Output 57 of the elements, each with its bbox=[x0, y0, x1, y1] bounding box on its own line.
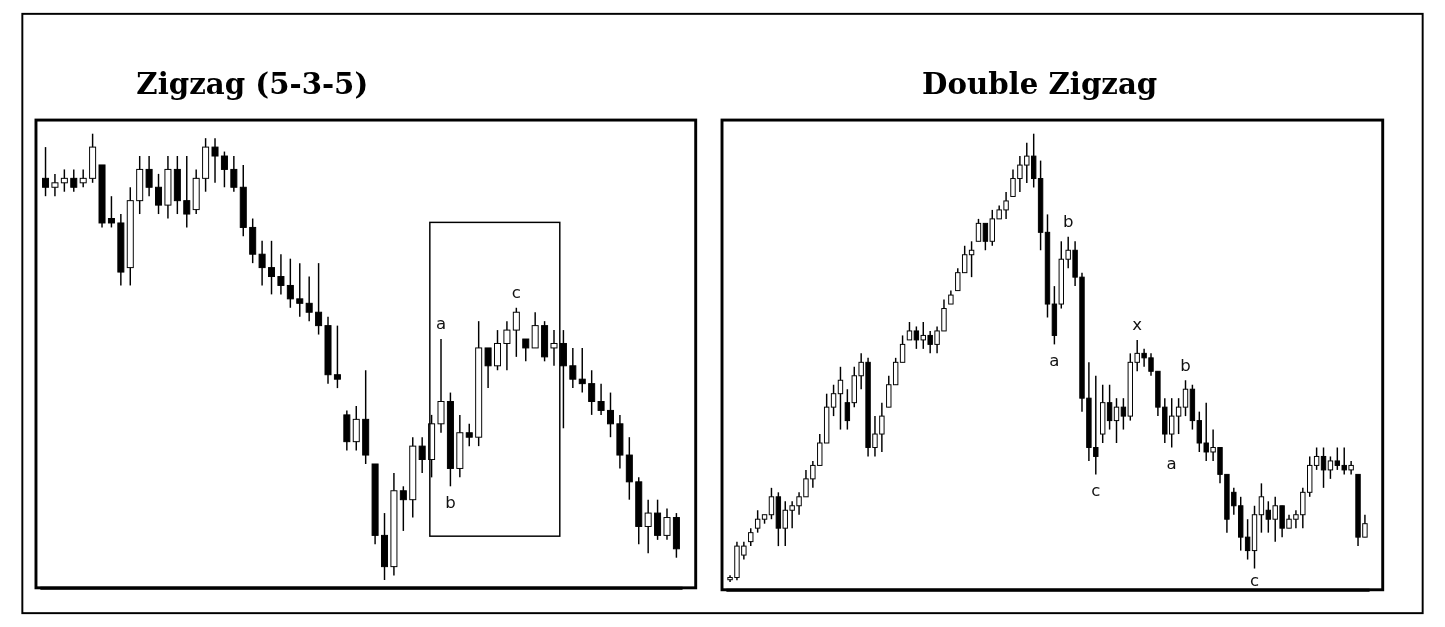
candlestick bbox=[465, 423, 473, 447]
candlestick bbox=[220, 150, 228, 188]
candlestick bbox=[494, 329, 502, 371]
candlestick bbox=[1113, 397, 1120, 444]
annotation: c bbox=[511, 283, 521, 303]
candlestick bbox=[352, 405, 360, 452]
candlestick bbox=[484, 347, 492, 389]
annotation: a bbox=[1166, 453, 1177, 473]
candlestick bbox=[277, 253, 285, 296]
candlestick bbox=[42, 146, 50, 197]
candlestick bbox=[503, 320, 511, 371]
annotation: b bbox=[1180, 355, 1191, 375]
candlestick bbox=[296, 262, 304, 318]
candlestick bbox=[437, 338, 445, 434]
candlestick bbox=[286, 257, 294, 309]
candlestick bbox=[606, 391, 614, 438]
annotation: c bbox=[1091, 480, 1101, 500]
candlestick bbox=[975, 218, 982, 243]
candlestick bbox=[79, 168, 87, 188]
candlestick bbox=[644, 498, 652, 554]
candlestick bbox=[107, 195, 115, 229]
annotation: a bbox=[1049, 350, 1060, 370]
candlestick bbox=[512, 307, 520, 358]
candlestick bbox=[531, 311, 539, 349]
candlestick bbox=[333, 324, 341, 389]
candlestick bbox=[578, 347, 586, 394]
candlestick bbox=[522, 338, 530, 363]
candlestick bbox=[258, 240, 266, 287]
candlestick bbox=[550, 329, 558, 367]
candlestick bbox=[1320, 446, 1327, 489]
candlestick bbox=[183, 155, 191, 229]
chart-title: Double Zigzag bbox=[922, 66, 1158, 101]
annotation: a bbox=[435, 314, 447, 334]
candlestick bbox=[268, 240, 276, 296]
candlestick bbox=[597, 382, 605, 416]
candlestick bbox=[60, 168, 68, 193]
candlestick bbox=[663, 507, 671, 541]
candlestick bbox=[418, 436, 426, 474]
candlestick bbox=[654, 498, 662, 541]
candlestick bbox=[1182, 379, 1189, 417]
candlestick bbox=[155, 173, 163, 215]
candlestick bbox=[399, 485, 407, 532]
annotation: c bbox=[1249, 570, 1260, 590]
annotation: b bbox=[445, 492, 456, 512]
candlestick bbox=[145, 155, 153, 197]
candlestick bbox=[51, 173, 59, 197]
candlestick bbox=[569, 347, 577, 389]
candlestick bbox=[70, 168, 78, 193]
candlestick bbox=[230, 155, 238, 193]
annotation: x bbox=[1132, 315, 1143, 335]
candlestick bbox=[315, 262, 323, 336]
candlestick bbox=[837, 366, 844, 431]
candlestick bbox=[211, 137, 219, 184]
candlestick bbox=[588, 369, 596, 416]
candlestick bbox=[305, 275, 313, 322]
chart-title: Zigzag (5-3-5) bbox=[136, 66, 369, 101]
annotation: b bbox=[1062, 212, 1074, 232]
